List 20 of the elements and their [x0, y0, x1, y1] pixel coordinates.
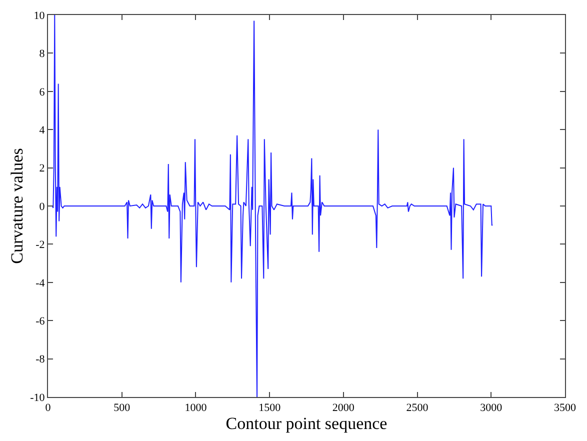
- y-tick-label: -4: [36, 277, 46, 290]
- y-tick-label: -10: [30, 392, 46, 404]
- x-axis-title: Contour point sequence: [226, 414, 388, 434]
- x-tick-label: 3000: [480, 402, 503, 414]
- x-tick-label: 2000: [332, 402, 355, 414]
- y-tick-label: -2: [36, 239, 45, 252]
- x-tick-label: 1500: [258, 402, 282, 414]
- y-tick-label: -6: [36, 315, 46, 328]
- y-tick-label: 8: [39, 48, 46, 60]
- x-tick-label: 1000: [184, 402, 208, 414]
- y-tick-label: 10: [34, 10, 46, 22]
- y-tick-label: 6: [39, 86, 46, 98]
- y-tick-label: 0: [39, 200, 46, 213]
- y-tick-label: -8: [36, 354, 46, 366]
- y-axis-title: Curvature values: [8, 148, 27, 264]
- x-tick-label: 2500: [406, 402, 429, 414]
- x-tick-label: 500: [114, 402, 131, 414]
- y-tick-label: 4: [39, 124, 46, 136]
- x-tick-label: 3500: [554, 402, 576, 414]
- y-tick-label: 2: [39, 162, 45, 175]
